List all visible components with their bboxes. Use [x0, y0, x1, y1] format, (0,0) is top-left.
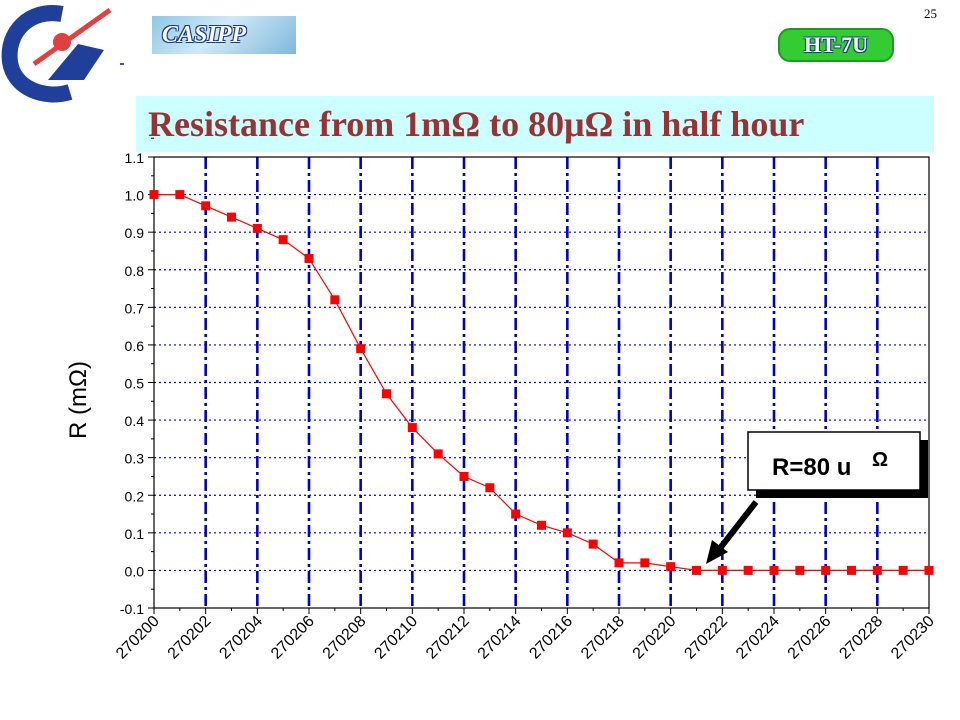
- x-tick-label: 270202: [165, 613, 215, 663]
- data-point: [278, 235, 288, 245]
- data-point: [640, 558, 650, 568]
- x-tick-label: 270226: [785, 613, 835, 663]
- y-tick-label: 0.2: [125, 488, 145, 504]
- data-point: [743, 565, 753, 575]
- data-point: [717, 565, 727, 575]
- y-tick-label: 0.1: [125, 526, 145, 542]
- x-tick-label: 270208: [320, 613, 370, 663]
- data-point: [433, 449, 443, 459]
- y-tick-label: 0.9: [125, 225, 145, 241]
- x-tick-label: 270230: [888, 613, 938, 663]
- data-point: [692, 565, 701, 575]
- institute-logo-icon: [1, 5, 125, 103]
- annotation-arrowhead: [706, 540, 728, 564]
- x-tick-label: 270206: [268, 613, 318, 663]
- data-point: [562, 528, 572, 538]
- data-point: [588, 539, 598, 549]
- data-point: [201, 201, 211, 211]
- y-tick-label: 0.8: [125, 263, 145, 279]
- data-point: [795, 565, 805, 575]
- x-tick-label: 270220: [630, 613, 680, 663]
- x-tick-label: 270216: [526, 613, 576, 663]
- data-point: [666, 562, 676, 572]
- y-axis-label: R (mΩ): [65, 361, 92, 439]
- y-tick-label: 1.1: [125, 150, 145, 166]
- x-tick-label: 270214: [475, 613, 525, 663]
- y-tick-label: 0.0: [125, 563, 145, 579]
- x-tick-label: 270210: [371, 613, 421, 663]
- data-point: [252, 223, 262, 233]
- data-point: [614, 558, 624, 568]
- annotation-box: [747, 431, 921, 491]
- ht7u-badge: HT-7U: [778, 28, 894, 62]
- data-point: [356, 344, 366, 354]
- x-tick-label: 270218: [578, 613, 628, 663]
- data-point: [872, 565, 882, 575]
- y-tick-label: 0.4: [125, 413, 145, 429]
- y-tick-label: 0.5: [125, 376, 145, 392]
- data-point: [459, 471, 469, 481]
- data-point: [898, 565, 908, 575]
- data-point: [769, 565, 779, 575]
- data-point: [149, 190, 159, 200]
- annotation-text: R=80 u: [772, 454, 851, 481]
- data-point: [175, 190, 185, 200]
- y-tick-label: 0.3: [125, 451, 145, 467]
- x-tick-label: 270200: [113, 613, 163, 663]
- x-tick-label: 270224: [733, 613, 783, 663]
- casipp-banner: CASIPP: [152, 16, 296, 54]
- page-number: 25: [924, 6, 937, 21]
- x-tick-label: 270228: [836, 613, 886, 663]
- y-tick-label: 1.0: [125, 188, 145, 204]
- data-point: [330, 295, 340, 305]
- data-point: [847, 565, 856, 575]
- data-point: [407, 423, 417, 433]
- x-tick-label: 270222: [681, 613, 731, 663]
- annotation-omega-symbol: Ω: [872, 449, 888, 471]
- data-point: [511, 509, 521, 519]
- y-tick-label: -0.1: [120, 601, 144, 617]
- data-point: [485, 483, 495, 493]
- chart-title: Resistance from 1mΩ to 80μΩ in half hour: [136, 96, 934, 152]
- data-point: [537, 520, 546, 530]
- data-point: [304, 253, 314, 263]
- y-tick-label: 0.6: [125, 338, 145, 354]
- data-point: [821, 565, 831, 575]
- x-tick-label: 270204: [216, 613, 266, 663]
- x-tick-label: 270212: [423, 613, 473, 663]
- data-point: [924, 565, 934, 575]
- data-point: [382, 389, 391, 399]
- y-tick-label: 0.7: [125, 300, 145, 316]
- data-point: [227, 212, 236, 222]
